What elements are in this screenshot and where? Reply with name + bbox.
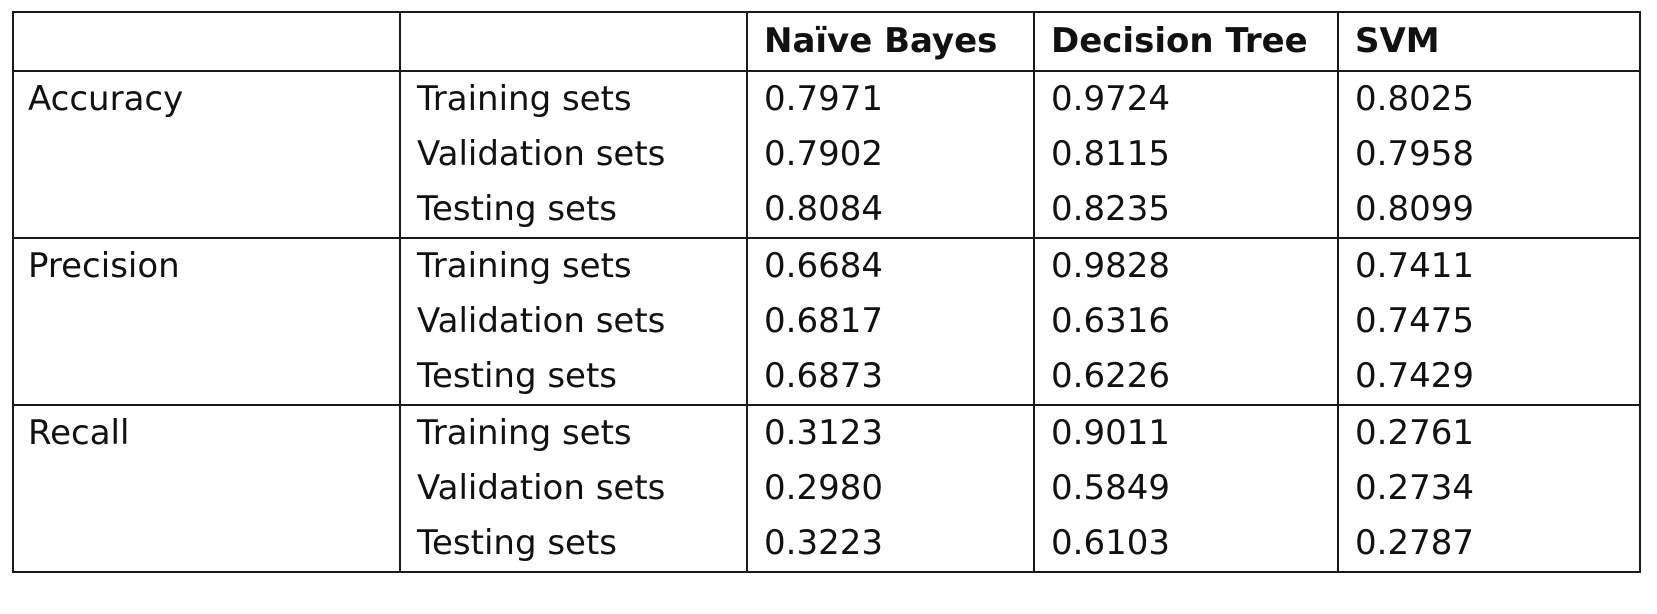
header-cell-svm: SVM [1337,11,1641,72]
value-cell: 0.7902 [746,127,1035,182]
value-cell: 0.7429 [1337,349,1641,406]
set-label: Validation sets [399,127,748,182]
value-cell: 0.5849 [1033,461,1339,516]
value-cell: 0.7475 [1337,294,1641,349]
value-cell: 0.8084 [746,182,1035,239]
value-cell: 0.6817 [746,294,1035,349]
set-label: Testing sets [399,182,748,239]
value-cell: 0.3123 [746,404,1035,461]
metric-label-precision: Precision [12,237,401,406]
table-row: Precision Training sets 0.6684 0.9828 0.… [12,237,1641,406]
header-cell-set [399,11,748,72]
value-cell: 0.7411 [1337,237,1641,294]
value-cell: 0.2761 [1337,404,1641,461]
value-cell: 0.6103 [1033,516,1339,573]
set-label: Testing sets [399,349,748,406]
value-cell: 0.2787 [1337,516,1641,573]
value-cell: 0.8099 [1337,182,1641,239]
table-row: Testing sets 0.3223 0.6103 0.2787 [13,516,1641,573]
value-cell: 0.8115 [1033,127,1339,182]
value-cell: 0.3223 [746,516,1035,573]
value-cell: 0.7971 [746,70,1035,127]
value-cell: 0.9828 [1033,237,1339,294]
table-row: Validation sets 0.7902 0.8115 0.7958 [13,127,1641,182]
value-cell: 0.9724 [1033,70,1339,127]
value-cell: 0.6316 [1033,294,1339,349]
set-label: Training sets [399,404,748,461]
set-label: Validation sets [399,294,748,349]
header-cell-metric [12,11,401,72]
table-row: Testing sets 0.6873 0.6226 0.7429 [13,349,1641,406]
header-cell-decision-tree: Decision Tree [1033,11,1339,72]
table-row: Recall Training sets 0.3123 0.9011 0.276… [12,404,1641,573]
table-row: Validation sets 0.6817 0.6316 0.7475 [13,294,1641,349]
table-row: Validation sets 0.2980 0.5849 0.2734 [13,461,1641,516]
value-cell: 0.2734 [1337,461,1641,516]
value-cell: 0.8025 [1337,70,1641,127]
value-cell: 0.6226 [1033,349,1339,406]
value-cell: 0.6873 [746,349,1035,406]
metric-label-recall: Recall [12,404,401,573]
header-row: Naïve Bayes Decision Tree SVM [12,11,1641,72]
value-cell: 0.6684 [746,237,1035,294]
set-label: Testing sets [399,516,748,573]
set-label: Validation sets [399,461,748,516]
set-label: Training sets [399,70,748,127]
table-row: Testing sets 0.8084 0.8235 0.8099 [13,182,1641,239]
value-cell: 0.9011 [1033,404,1339,461]
table-row: Accuracy Training sets 0.7971 0.9724 0.8… [12,70,1641,239]
value-cell: 0.2980 [746,461,1035,516]
metric-label-accuracy: Accuracy [12,70,401,239]
value-cell: 0.8235 [1033,182,1339,239]
metrics-table: Naïve Bayes Decision Tree SVM Accuracy T… [12,11,1641,573]
set-label: Training sets [399,237,748,294]
value-cell: 0.7958 [1337,127,1641,182]
header-cell-naive-bayes: Naïve Bayes [746,11,1035,72]
